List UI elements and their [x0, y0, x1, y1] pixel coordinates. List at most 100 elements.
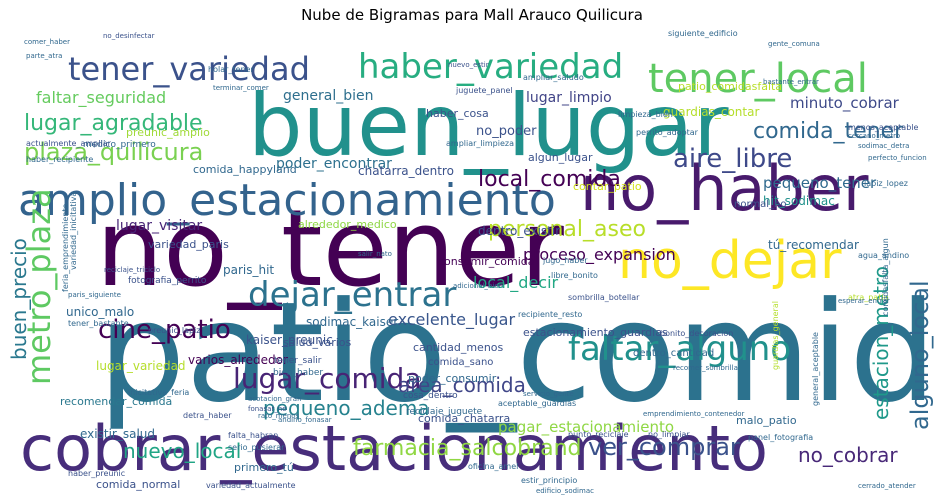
word-parte-atra: parte_atra — [26, 52, 62, 60]
word-no-cobrar: no_cobrar — [798, 443, 898, 467]
word-no-desinfectar: no_desinfectar — [103, 32, 155, 40]
word-no-limpiar: no_limpiar — [648, 430, 690, 439]
word-estir-principio: estir_principio — [521, 476, 577, 485]
word-consumir-comida: consumir_comida — [438, 255, 535, 268]
word-comidasfalta-algun: comidasfalta_algun — [881, 238, 890, 316]
word-reciclaje-juguete: reciclaje_juguete — [406, 407, 483, 417]
word-bastante-entrar: bastante_entrar — [763, 78, 819, 86]
word-patio-comida: patio_comida — [98, 272, 938, 433]
word-nuevo-local: nuevo_local — [123, 439, 241, 463]
word-recomendar-comida: recomendar_comida — [60, 395, 172, 408]
word-buen-precio: buen_precio — [8, 238, 31, 360]
word-plaza-quilicura: plaza_quilicura — [24, 138, 203, 166]
word-guardias-contar: guardias_contar — [663, 105, 759, 119]
word-paris-siguiente: paris_siguiente — [68, 291, 121, 299]
word-detra-haber: detra_haber — [183, 411, 232, 420]
word-comida-chatarra: comida_chatarra — [418, 412, 510, 425]
word-unico-malo: unico_malo — [66, 305, 134, 319]
word-feria-emprendimiento: feria_emprendimiento — [61, 204, 70, 292]
word-comer-haber: comer_haber — [24, 38, 70, 46]
word-esperar-entrar: esperar_entrar — [838, 297, 890, 305]
word-haber-preunic: haber_preunic — [68, 469, 125, 478]
word-variedad-paris: variedad_paris — [148, 238, 229, 251]
word-emprendimiento-contenedor: emprendimiento_contenedor — [643, 410, 745, 418]
word-oficina-amel: oficina_amel — [468, 462, 518, 471]
word-gente-comuna: gente_comuna — [768, 40, 820, 48]
word-sodimac-kaiser: sodimac_kaiser — [306, 315, 398, 329]
word-lugar-comida: lugar_comida — [233, 362, 421, 395]
wordcloud-canvas: patio_comida buen_lugar no_tener cobrar_est… — [8, 30, 938, 495]
word-dentro-existir: dentro_existir — [478, 224, 560, 238]
word-preunic-amplio: preunic_amplio — [126, 126, 210, 139]
word-limpieza-bien: limpieza_bien — [618, 110, 673, 119]
word-juguete-panel: juguete_panel — [455, 86, 513, 95]
word-tener-salir: tener_salir — [274, 356, 322, 366]
word-edificio-sodimac: edificio_sodimac — [536, 487, 594, 495]
word-acotacion-gran: acotacion_gran — [248, 395, 302, 403]
word-falta-habran: falta_habran — [228, 431, 278, 440]
word-serio-pusierar: serio_pusierar — [228, 443, 285, 452]
word-ver-comprar: ver_comprar — [588, 433, 740, 461]
word-general-bien: general_bien — [283, 88, 373, 104]
word-variedad-actualmente: variedad_actualmente — [206, 481, 296, 490]
word-general-aceptable: general_aceptable — [811, 332, 820, 406]
word-libre-bonito: libre_bonito — [551, 271, 598, 280]
word-inicitativa-feria: inicitativa_feria — [128, 388, 189, 397]
word-patio-comidasfalta: patio_comidasfalta — [678, 80, 782, 93]
word-minuto-cobrar: minuto_cobrar — [790, 94, 900, 113]
word-reciclaje-triciclo: reciclaje_triciclo — [104, 266, 160, 274]
word-atra-patio: atra_patio — [848, 293, 889, 302]
word-variedad-inicitativa: variedad_inicitativa — [69, 192, 78, 270]
word-panel-fotografia: panel_fotografia — [748, 433, 813, 442]
word-siguiente-edificio: siguiente_edificio — [668, 30, 738, 38]
word-comida-tener: comida_tener — [753, 119, 904, 144]
word-terminar-comer: terminar_comer — [213, 84, 269, 92]
word-guardias-general: guardias_general — [771, 301, 780, 370]
word-aire-libre: aire_libre — [673, 144, 792, 174]
word-no-dejar: no_dejar — [618, 231, 842, 291]
word-local-decir: local_decir — [473, 273, 559, 293]
word-dejar-entrar: dejar_entrar — [248, 275, 456, 315]
word-cine-patio: cine_patio — [98, 315, 231, 345]
word-no-haber: no_haber — [580, 152, 869, 225]
word-kaiser-preunic: kaiser_preunic — [246, 333, 333, 347]
word-lugar-agradable: lugar_agradable — [24, 111, 203, 136]
word-tener-local: tener_local — [648, 56, 868, 102]
word-perrito-adoptar: perrito_adoptar — [636, 128, 699, 137]
word-buen-lugar: buen_lugar — [248, 76, 729, 176]
word-actualmente-ampliar: actualmente_ampliar — [26, 139, 112, 148]
word-estacion-metro: estacion_metro — [869, 266, 893, 420]
word-holar-tener: holar_tener — [208, 65, 254, 74]
word-existir-salud: existir_salud — [80, 427, 155, 441]
word-varios-alrededor: varios_alrededor — [188, 353, 288, 367]
word-haber-variedad: haber_variedad — [358, 47, 623, 87]
word-lugar-variedad: lugar_variedad — [96, 359, 186, 373]
word-comida-happyland: comida_happyland — [193, 163, 297, 176]
word-cercano-metro: cercano_metro — [848, 132, 900, 140]
word-comida-sano: comida_sano — [428, 357, 493, 368]
word-recipiente-resto: recipiente_resto — [518, 310, 582, 319]
word-alguno-local: alguno_local — [906, 280, 934, 430]
word-no-tener: no_tener — [96, 187, 564, 310]
word-no-poder: no_poder — [476, 124, 537, 139]
word-poder-encontrar: poder_encontrar — [276, 156, 392, 172]
word-excelente-lugar: excelente_lugar — [388, 310, 515, 330]
word-menos-aceptable: menos_aceptable — [848, 123, 918, 132]
word-normal-no: normal_no — [734, 199, 787, 210]
word-paris-hit: paris_hit — [223, 263, 274, 277]
word-lugar-visitar: lugar_visitar — [116, 218, 202, 234]
word-comida-normal: comida_normal — [96, 478, 180, 491]
word-tener-bastante: tener_bastante — [68, 319, 129, 328]
word-bonito-decoracion: bonito_decoracion — [660, 329, 733, 338]
word-servicio-gente: servicio_gente — [523, 390, 574, 398]
word-haber-recipiente: haber_recipiente — [26, 155, 93, 164]
word-fotografia-perrito: fotografia_perrito — [128, 276, 207, 286]
word-dentro-cantidad: dentro_cantidad — [633, 348, 714, 359]
word-pagar-estacionamiento: pagar_estacionamiento — [498, 418, 674, 437]
word-local-comida: local_comida — [478, 167, 621, 192]
word-poder-consumir: poder_consumir — [408, 372, 497, 385]
word-salud-varios: salud_varios — [283, 336, 352, 349]
word-salir-nato: salir_nato — [358, 250, 392, 258]
word-preunic-lapiz: preunic_lapiz — [148, 326, 201, 335]
